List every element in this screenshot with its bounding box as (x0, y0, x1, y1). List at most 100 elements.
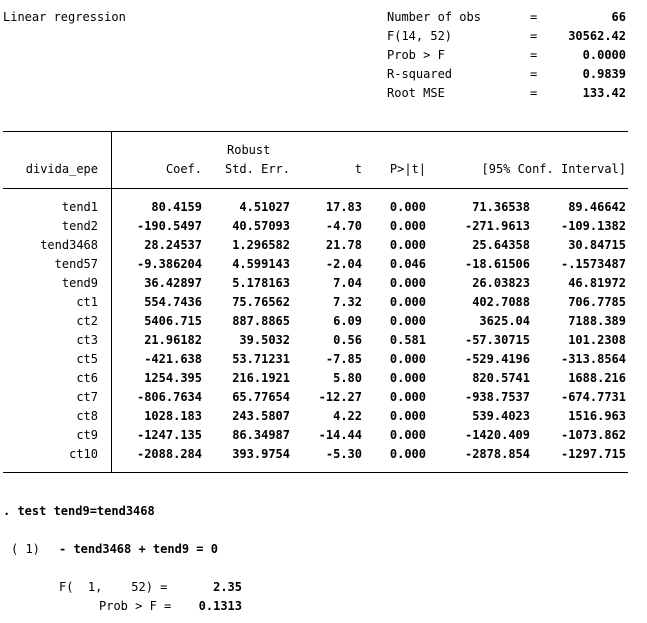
robust-label: Robust (227, 143, 271, 157)
stat-equals: = (530, 10, 538, 24)
constraint-number: ( 1) (11, 542, 40, 556)
table-bottom-rule (3, 472, 628, 473)
table-cell: 46.81972 (568, 276, 626, 290)
table-cell: 17.83 (325, 200, 362, 214)
table-cell: 3625.04 (479, 314, 530, 328)
table-header-rule (3, 188, 628, 189)
table-cell: -2.04 (325, 257, 362, 271)
table-cell: 1028.183 (144, 409, 202, 423)
column-header: Coef. (165, 162, 202, 176)
table-cell: 0.046 (389, 257, 426, 271)
table-cell: 80.4159 (151, 200, 202, 214)
stat-equals: = (530, 29, 538, 43)
table-cell: -5.30 (325, 447, 362, 461)
stat-value: 0.0000 (582, 48, 626, 62)
table-cell: 0.000 (389, 447, 426, 461)
table-cell: -529.4196 (464, 352, 530, 366)
table-cell: 393.9754 (232, 447, 290, 461)
row-label: ct3 (76, 333, 98, 347)
stat-label: Root MSE (387, 86, 445, 100)
stat-value: 66 (611, 10, 626, 24)
f-label: F( 1, 52) = (59, 580, 168, 594)
table-cell: 0.000 (389, 428, 426, 442)
table-cell: -1420.409 (464, 428, 530, 442)
row-label: ct5 (76, 352, 98, 366)
row-label: ct8 (76, 409, 98, 423)
table-cell: -806.7634 (136, 390, 202, 404)
table-cell: 554.7436 (144, 295, 202, 309)
table-cell: 65.77654 (232, 390, 290, 404)
table-cell: 30.84715 (568, 238, 626, 252)
column-header: Std. Err. (224, 162, 290, 176)
table-cell: -421.638 (144, 352, 202, 366)
table-cell: 1516.963 (568, 409, 626, 423)
table-cell: 101.2308 (568, 333, 626, 347)
table-cell: -57.30715 (464, 333, 530, 347)
prob-value: 0.1313 (198, 599, 242, 613)
table-cell: 0.56 (333, 333, 362, 347)
table-cell: -1297.715 (560, 447, 626, 461)
stat-value: 0.9839 (582, 67, 626, 81)
prob-label: Prob > F = (99, 599, 172, 613)
table-cell: 4.599143 (232, 257, 290, 271)
table-cell: 89.46642 (568, 200, 626, 214)
table-cell: 0.000 (389, 409, 426, 423)
table-cell: -674.7731 (560, 390, 626, 404)
stat-equals: = (530, 48, 538, 62)
table-cell: 1.296582 (232, 238, 290, 252)
row-label: ct1 (76, 295, 98, 309)
table-cell: 0.000 (389, 352, 426, 366)
table-cell: 6.09 (333, 314, 362, 328)
table-cell: -12.27 (318, 390, 362, 404)
column-header: [95% Conf. Interval] (481, 162, 627, 176)
table-cell: 5406.715 (144, 314, 202, 328)
row-label: tend1 (61, 200, 98, 214)
column-header: t (354, 162, 362, 176)
table-cell: -2088.284 (136, 447, 202, 461)
table-cell: 539.4023 (472, 409, 530, 423)
stat-label: F(14, 52) (387, 29, 453, 43)
column-header: P>|t| (389, 162, 426, 176)
table-cell: 0.000 (389, 238, 426, 252)
row-label: ct9 (76, 428, 98, 442)
table-cell: -313.8564 (560, 352, 626, 366)
table-cell: -18.61506 (464, 257, 530, 271)
stat-label: Number of obs (387, 10, 481, 24)
stat-value: 30562.42 (568, 29, 626, 43)
table-cell: 706.7785 (568, 295, 626, 309)
table-cell: 402.7088 (472, 295, 530, 309)
table-cell: 28.24537 (144, 238, 202, 252)
table-cell: -7.85 (325, 352, 362, 366)
table-cell: 0.581 (389, 333, 426, 347)
table-cell: -2878.854 (464, 447, 530, 461)
stat-equals: = (530, 67, 538, 81)
table-cell: -271.9613 (464, 219, 530, 233)
row-label: tend2 (61, 219, 98, 233)
table-top-rule (3, 131, 628, 132)
table-cell: -190.5497 (136, 219, 202, 233)
table-cell: 75.76562 (232, 295, 290, 309)
table-cell: 4.51027 (239, 200, 290, 214)
table-cell: 26.03823 (472, 276, 530, 290)
table-cell: 53.71231 (232, 352, 290, 366)
table-cell: 0.000 (389, 295, 426, 309)
table-cell: 887.8865 (232, 314, 290, 328)
stat-equals: = (530, 86, 538, 100)
table-cell: 4.22 (333, 409, 362, 423)
stat-label: R-squared (387, 67, 453, 81)
table-cell: 7.04 (333, 276, 362, 290)
table-cell: 5.178163 (232, 276, 290, 290)
table-cell: 0.000 (389, 219, 426, 233)
table-cell: 21.96182 (144, 333, 202, 347)
table-cell: -1247.135 (136, 428, 202, 442)
table-cell: 5.80 (333, 371, 362, 385)
table-cell: 71.36538 (472, 200, 530, 214)
table-cell: 0.000 (389, 371, 426, 385)
table-cell: 86.34987 (232, 428, 290, 442)
row-label: ct2 (76, 314, 98, 328)
f-value: 2.35 (213, 580, 242, 594)
row-label: ct10 (69, 447, 98, 461)
table-cell: -1073.862 (560, 428, 626, 442)
table-cell: 216.1921 (232, 371, 290, 385)
